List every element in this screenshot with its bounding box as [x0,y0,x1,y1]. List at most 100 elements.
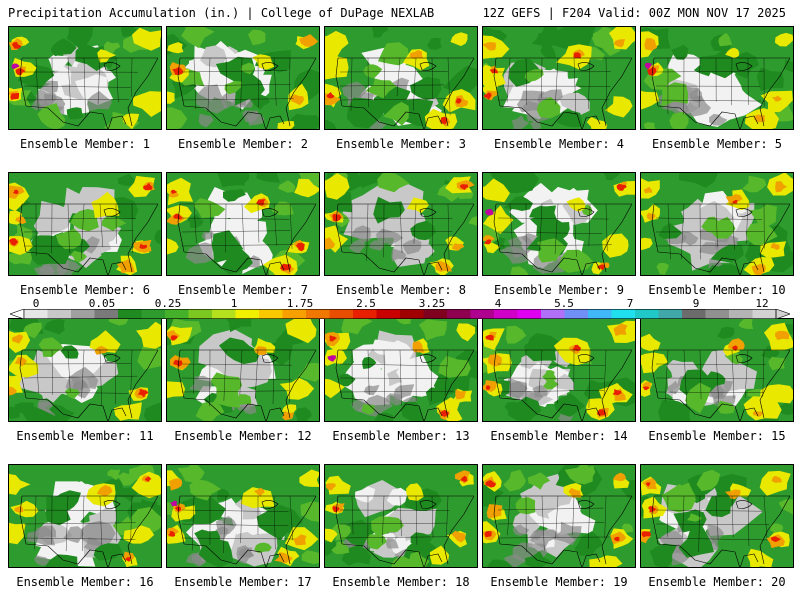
colorbar-tick-label: 0.25 [154,297,182,310]
precip-map [640,172,794,276]
precip-map [640,318,794,422]
west-coast [19,203,27,253]
great-lakes [419,62,437,71]
us-mexico-border [183,251,267,276]
map-borders [493,349,633,422]
colorbar-swatch [47,309,72,319]
wet-area [8,173,162,265]
panel-frame [8,26,162,130]
colorbar-swatch [447,309,471,319]
map-borders [19,203,159,276]
panel-frame [482,26,636,130]
colorbar-swatch [423,309,448,319]
ensemble-member-label: Ensemble Member: 7 [177,283,309,297]
precip-map [8,464,162,568]
great-lakes [735,62,753,71]
colorbar-swatch [682,309,706,319]
west-coast [335,349,343,399]
ensemble-map-panel [640,172,794,276]
colorbar-tick-label: 12 [755,297,769,310]
great-lakes [103,208,121,217]
heavy-precip [8,175,155,276]
precip-map [482,172,636,276]
map-borders [177,203,317,276]
ensemble-member-label: Ensemble Member: 15 [648,429,786,443]
gulf-coast [265,115,285,130]
heavy-precip [482,178,636,275]
precip-map [166,318,320,422]
precip-map [8,172,162,276]
colorbar-swatch [611,309,636,319]
us-mexico-border [499,543,583,568]
heavy-precip [482,471,634,568]
ensemble-map-panel [8,318,162,422]
ensemble-map-panel [324,172,478,276]
us-mexico-border [25,397,109,422]
west-coast [651,57,659,107]
page-title: Precipitation Accumulation (in.) | Colle… [8,6,435,20]
ensemble-map-panel [166,318,320,422]
west-coast [493,349,501,399]
ensemble-member-label: Ensemble Member: 6 [19,283,151,297]
ensemble-member-label: Ensemble Member: 18 [332,575,470,589]
gulf-coast [423,553,443,568]
colorbar-swatch [353,309,377,319]
colorbar-swatch [94,309,119,319]
colorbar-swatch [212,309,236,319]
precip-map [324,172,478,276]
panel-frame [8,172,162,276]
precip-map [166,26,320,130]
panel-frame [166,464,320,568]
us-mexico-border [341,397,425,422]
colorbar-tick-label: 4 [494,297,502,310]
east-coast [127,495,159,565]
east-coast [443,57,475,127]
map-borders [493,495,633,568]
west-coast [335,203,343,253]
colorbar-swatch [282,309,307,319]
ensemble-member-label: Ensemble Member: 2 [177,137,309,151]
panel-frame [166,172,320,276]
colorbar-swatch [400,309,424,319]
colorbar-swatch [564,309,589,319]
gulf-coast [581,261,601,276]
precip-map [324,464,478,568]
gulf-coast [423,115,443,130]
colorbar-tick-label: 0 [32,297,40,310]
colorbar-swatch [635,309,659,319]
colorbar-swatch [494,309,518,319]
colorbar-tick-label: 9 [692,297,700,310]
great-lakes [419,500,437,509]
map-borders [177,495,317,568]
colorbar-swatch [141,309,166,319]
heavy-precip [166,177,320,276]
great-lakes [103,500,121,509]
ensemble-member-label: Ensemble Member: 13 [332,429,470,443]
precip-map [166,464,320,568]
precip-map [482,464,636,568]
colorbar-tick-label: 7 [626,297,634,310]
ensemble-member-label: Ensemble Member: 4 [493,137,625,151]
colorbar-swatch [306,309,330,319]
colorbar-swatch [470,309,495,319]
panel-frame [324,464,478,568]
ensemble-member-label: Ensemble Member: 9 [493,283,625,297]
heavy-precip [8,321,162,421]
gulf-coast [739,115,759,130]
heavy-precip [166,469,320,567]
east-coast [285,203,317,273]
gulf-coast [739,407,759,422]
wet-area [640,27,794,130]
panel-frame [482,464,636,568]
gulf-coast [107,115,127,130]
map-borders [335,203,475,276]
heavy-precip [324,30,476,130]
gulf-coast [581,115,601,130]
gulf-coast [423,261,443,276]
panel-frame [640,26,794,130]
east-coast [759,57,791,127]
ensemble-map-panel [482,464,636,568]
colorbar-tick-label: 1 [230,297,238,310]
heavy-precip [640,322,794,421]
east-coast [601,203,633,273]
